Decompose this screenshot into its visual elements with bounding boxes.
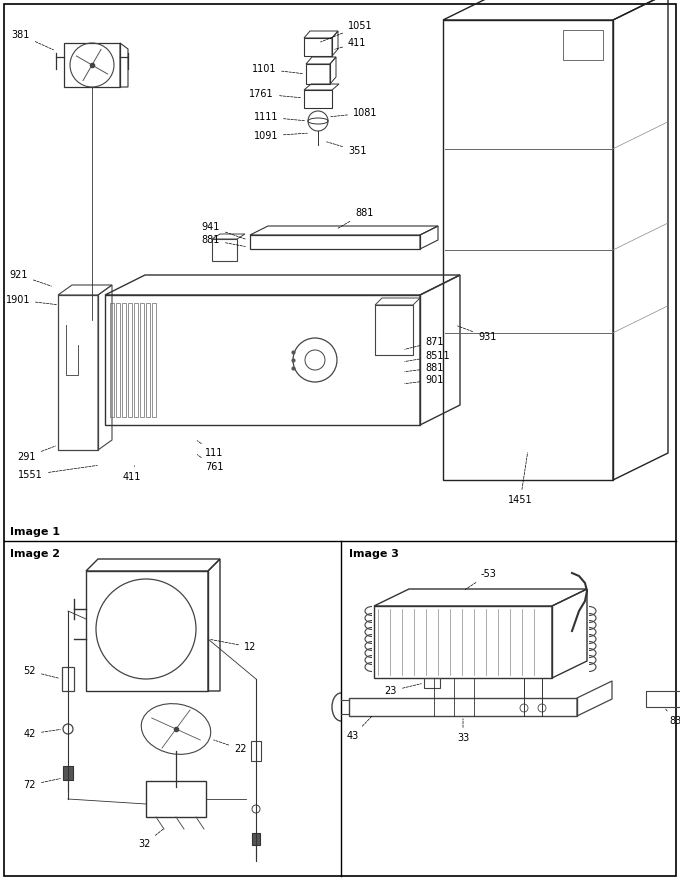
Bar — [375, 305, 413, 355]
Bar — [146, 303, 150, 417]
Text: 871: 871 — [405, 337, 443, 349]
Bar — [86, 571, 208, 691]
Text: 411: 411 — [335, 38, 367, 49]
Text: 72: 72 — [24, 779, 61, 790]
Text: 22: 22 — [214, 740, 246, 754]
Text: Image 2: Image 2 — [10, 549, 60, 559]
Bar — [212, 239, 237, 261]
Bar — [306, 64, 330, 84]
Text: 1551: 1551 — [18, 466, 97, 480]
Bar — [443, 20, 613, 480]
Text: 351: 351 — [326, 142, 367, 156]
Text: 761: 761 — [197, 455, 224, 472]
Text: -53: -53 — [465, 569, 497, 590]
Text: 83: 83 — [666, 709, 680, 726]
Text: 12: 12 — [211, 640, 256, 652]
Bar — [251, 741, 261, 761]
Text: 1451: 1451 — [508, 452, 532, 505]
Bar — [110, 303, 114, 417]
Bar — [250, 235, 420, 249]
Bar — [105, 295, 420, 425]
Bar — [62, 667, 74, 691]
Text: Image 3: Image 3 — [349, 549, 399, 559]
Bar — [146, 781, 206, 817]
Bar — [63, 766, 73, 780]
Bar — [140, 303, 144, 417]
Text: 1051: 1051 — [320, 21, 373, 42]
Text: 1101: 1101 — [252, 64, 303, 74]
Bar — [349, 698, 577, 716]
Text: 43: 43 — [347, 716, 372, 741]
Text: 8511: 8511 — [405, 351, 449, 362]
Bar — [128, 303, 132, 417]
Text: 23: 23 — [385, 684, 422, 696]
Text: 33: 33 — [457, 719, 469, 743]
Bar — [424, 678, 440, 688]
Text: 881: 881 — [337, 208, 373, 229]
Bar — [116, 303, 120, 417]
Text: 1761: 1761 — [250, 89, 301, 99]
Text: 881: 881 — [202, 235, 245, 246]
Bar — [304, 38, 332, 56]
Text: 291: 291 — [18, 446, 55, 462]
Text: 111: 111 — [197, 441, 223, 458]
Text: 1111: 1111 — [254, 112, 305, 122]
Text: 52: 52 — [24, 666, 59, 678]
Bar — [252, 833, 260, 845]
Bar — [58, 295, 98, 450]
Bar — [646, 691, 680, 707]
Bar — [152, 303, 156, 417]
Text: 941: 941 — [202, 222, 245, 239]
Text: 1901: 1901 — [5, 295, 57, 305]
Text: Image 1: Image 1 — [10, 527, 60, 537]
Bar — [134, 303, 138, 417]
Text: 42: 42 — [24, 729, 61, 739]
Bar — [122, 303, 126, 417]
Text: 411: 411 — [123, 466, 141, 482]
Bar — [374, 606, 552, 678]
Text: 1091: 1091 — [254, 131, 307, 141]
Bar — [304, 90, 332, 108]
Bar — [563, 30, 603, 60]
Text: 32: 32 — [138, 829, 164, 849]
Text: 901: 901 — [405, 375, 443, 385]
Text: 1081: 1081 — [330, 108, 377, 118]
Text: 931: 931 — [458, 326, 496, 342]
Text: 381: 381 — [12, 30, 54, 50]
Text: 921: 921 — [10, 270, 52, 286]
Text: 881: 881 — [405, 363, 443, 373]
